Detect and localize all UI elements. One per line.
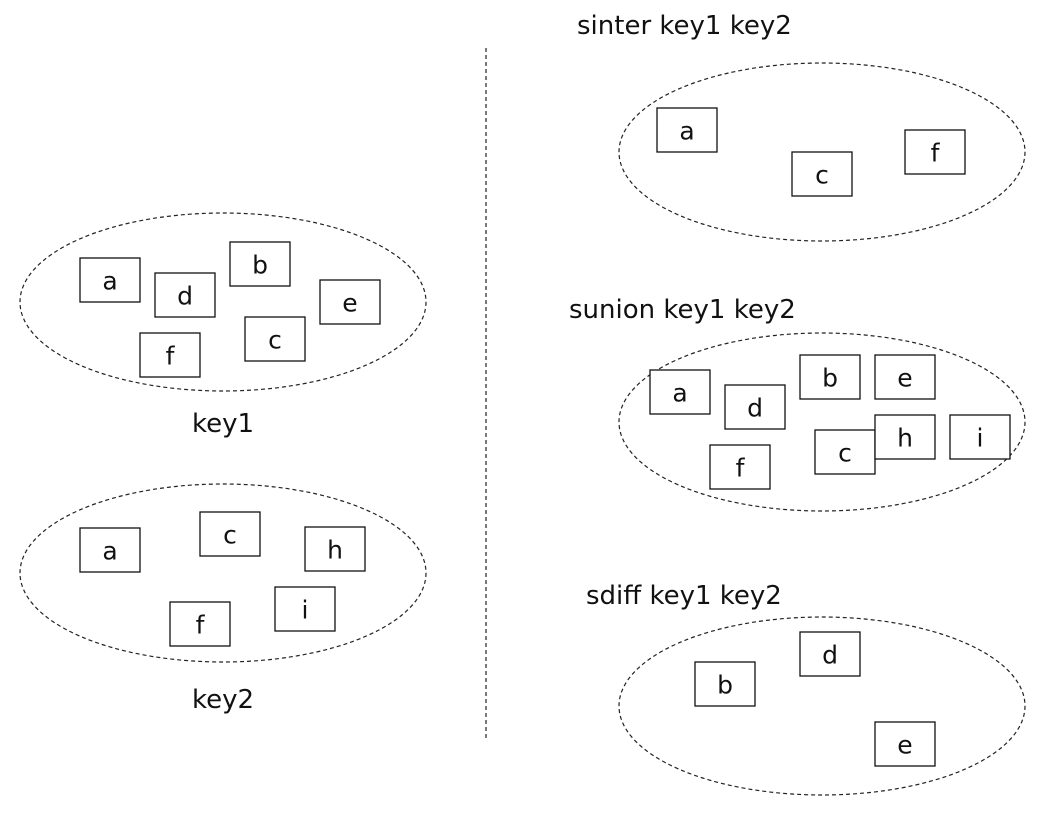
svg-text:e: e: [897, 731, 912, 760]
result-ellipse-sinter: [618, 62, 1026, 242]
set-element: f: [709, 444, 771, 490]
set-element: a: [79, 527, 141, 573]
svg-text:b: b: [717, 671, 733, 700]
svg-text:f: f: [166, 342, 176, 371]
result-set-sdiff: b d e: [618, 616, 1026, 796]
set-element: c: [791, 151, 853, 197]
set-ellipse-key1: [19, 212, 427, 392]
svg-text:e: e: [897, 364, 912, 393]
result-ellipse-sunion: [618, 332, 1026, 512]
svg-text:a: a: [679, 117, 694, 146]
svg-text:c: c: [815, 161, 829, 190]
set-element: i: [274, 586, 336, 632]
set-element: c: [199, 511, 261, 557]
set-element: h: [874, 414, 936, 460]
svg-text:d: d: [747, 394, 763, 423]
svg-text:i: i: [977, 424, 984, 453]
set-element: d: [724, 384, 786, 430]
svg-text:f: f: [196, 611, 206, 640]
set-element: e: [874, 354, 936, 400]
svg-text:b: b: [252, 251, 268, 280]
svg-text:e: e: [342, 289, 357, 318]
svg-text:f: f: [736, 454, 746, 483]
set-key2: a c h f i: [19, 483, 427, 663]
op-label-sinter: sinter key1 key2: [577, 11, 792, 41]
set-element: f: [139, 332, 201, 378]
result-set-sunion: a d b e c h i f: [618, 332, 1026, 512]
set-element: c: [244, 316, 306, 362]
set-ellipse-key2: [19, 483, 427, 663]
svg-text:d: d: [177, 282, 193, 311]
set-element: d: [154, 272, 216, 318]
op-label-sunion: sunion key1 key2: [569, 295, 796, 325]
svg-text:c: c: [223, 521, 237, 550]
set-label-key2: key2: [192, 685, 254, 715]
set-element: b: [229, 241, 291, 287]
svg-text:i: i: [302, 596, 309, 625]
svg-text:h: h: [897, 424, 913, 453]
set-element: c: [814, 429, 876, 475]
svg-text:a: a: [102, 537, 117, 566]
set-element: f: [169, 601, 231, 647]
op-label-sdiff: sdiff key1 key2: [586, 581, 782, 611]
set-element: a: [649, 369, 711, 415]
svg-text:a: a: [672, 379, 687, 408]
set-element: i: [949, 414, 1011, 460]
svg-text:d: d: [822, 641, 838, 670]
svg-text:c: c: [838, 439, 852, 468]
set-label-key1: key1: [192, 409, 254, 439]
set-element: a: [79, 257, 141, 303]
result-ellipse-sdiff: [618, 616, 1026, 796]
svg-text:h: h: [327, 536, 343, 565]
set-key1: a b d e f c: [19, 212, 427, 392]
set-element: b: [799, 354, 861, 400]
svg-text:b: b: [822, 364, 838, 393]
set-element: e: [319, 279, 381, 325]
set-element: d: [799, 631, 861, 677]
set-element: a: [656, 107, 718, 153]
set-element: f: [904, 129, 966, 175]
result-set-sinter: a c f: [618, 62, 1026, 242]
set-element: b: [694, 661, 756, 707]
svg-text:f: f: [931, 139, 941, 168]
svg-text:a: a: [102, 267, 117, 296]
set-element: h: [304, 526, 366, 572]
svg-text:c: c: [268, 326, 282, 355]
set-element: e: [874, 721, 936, 767]
